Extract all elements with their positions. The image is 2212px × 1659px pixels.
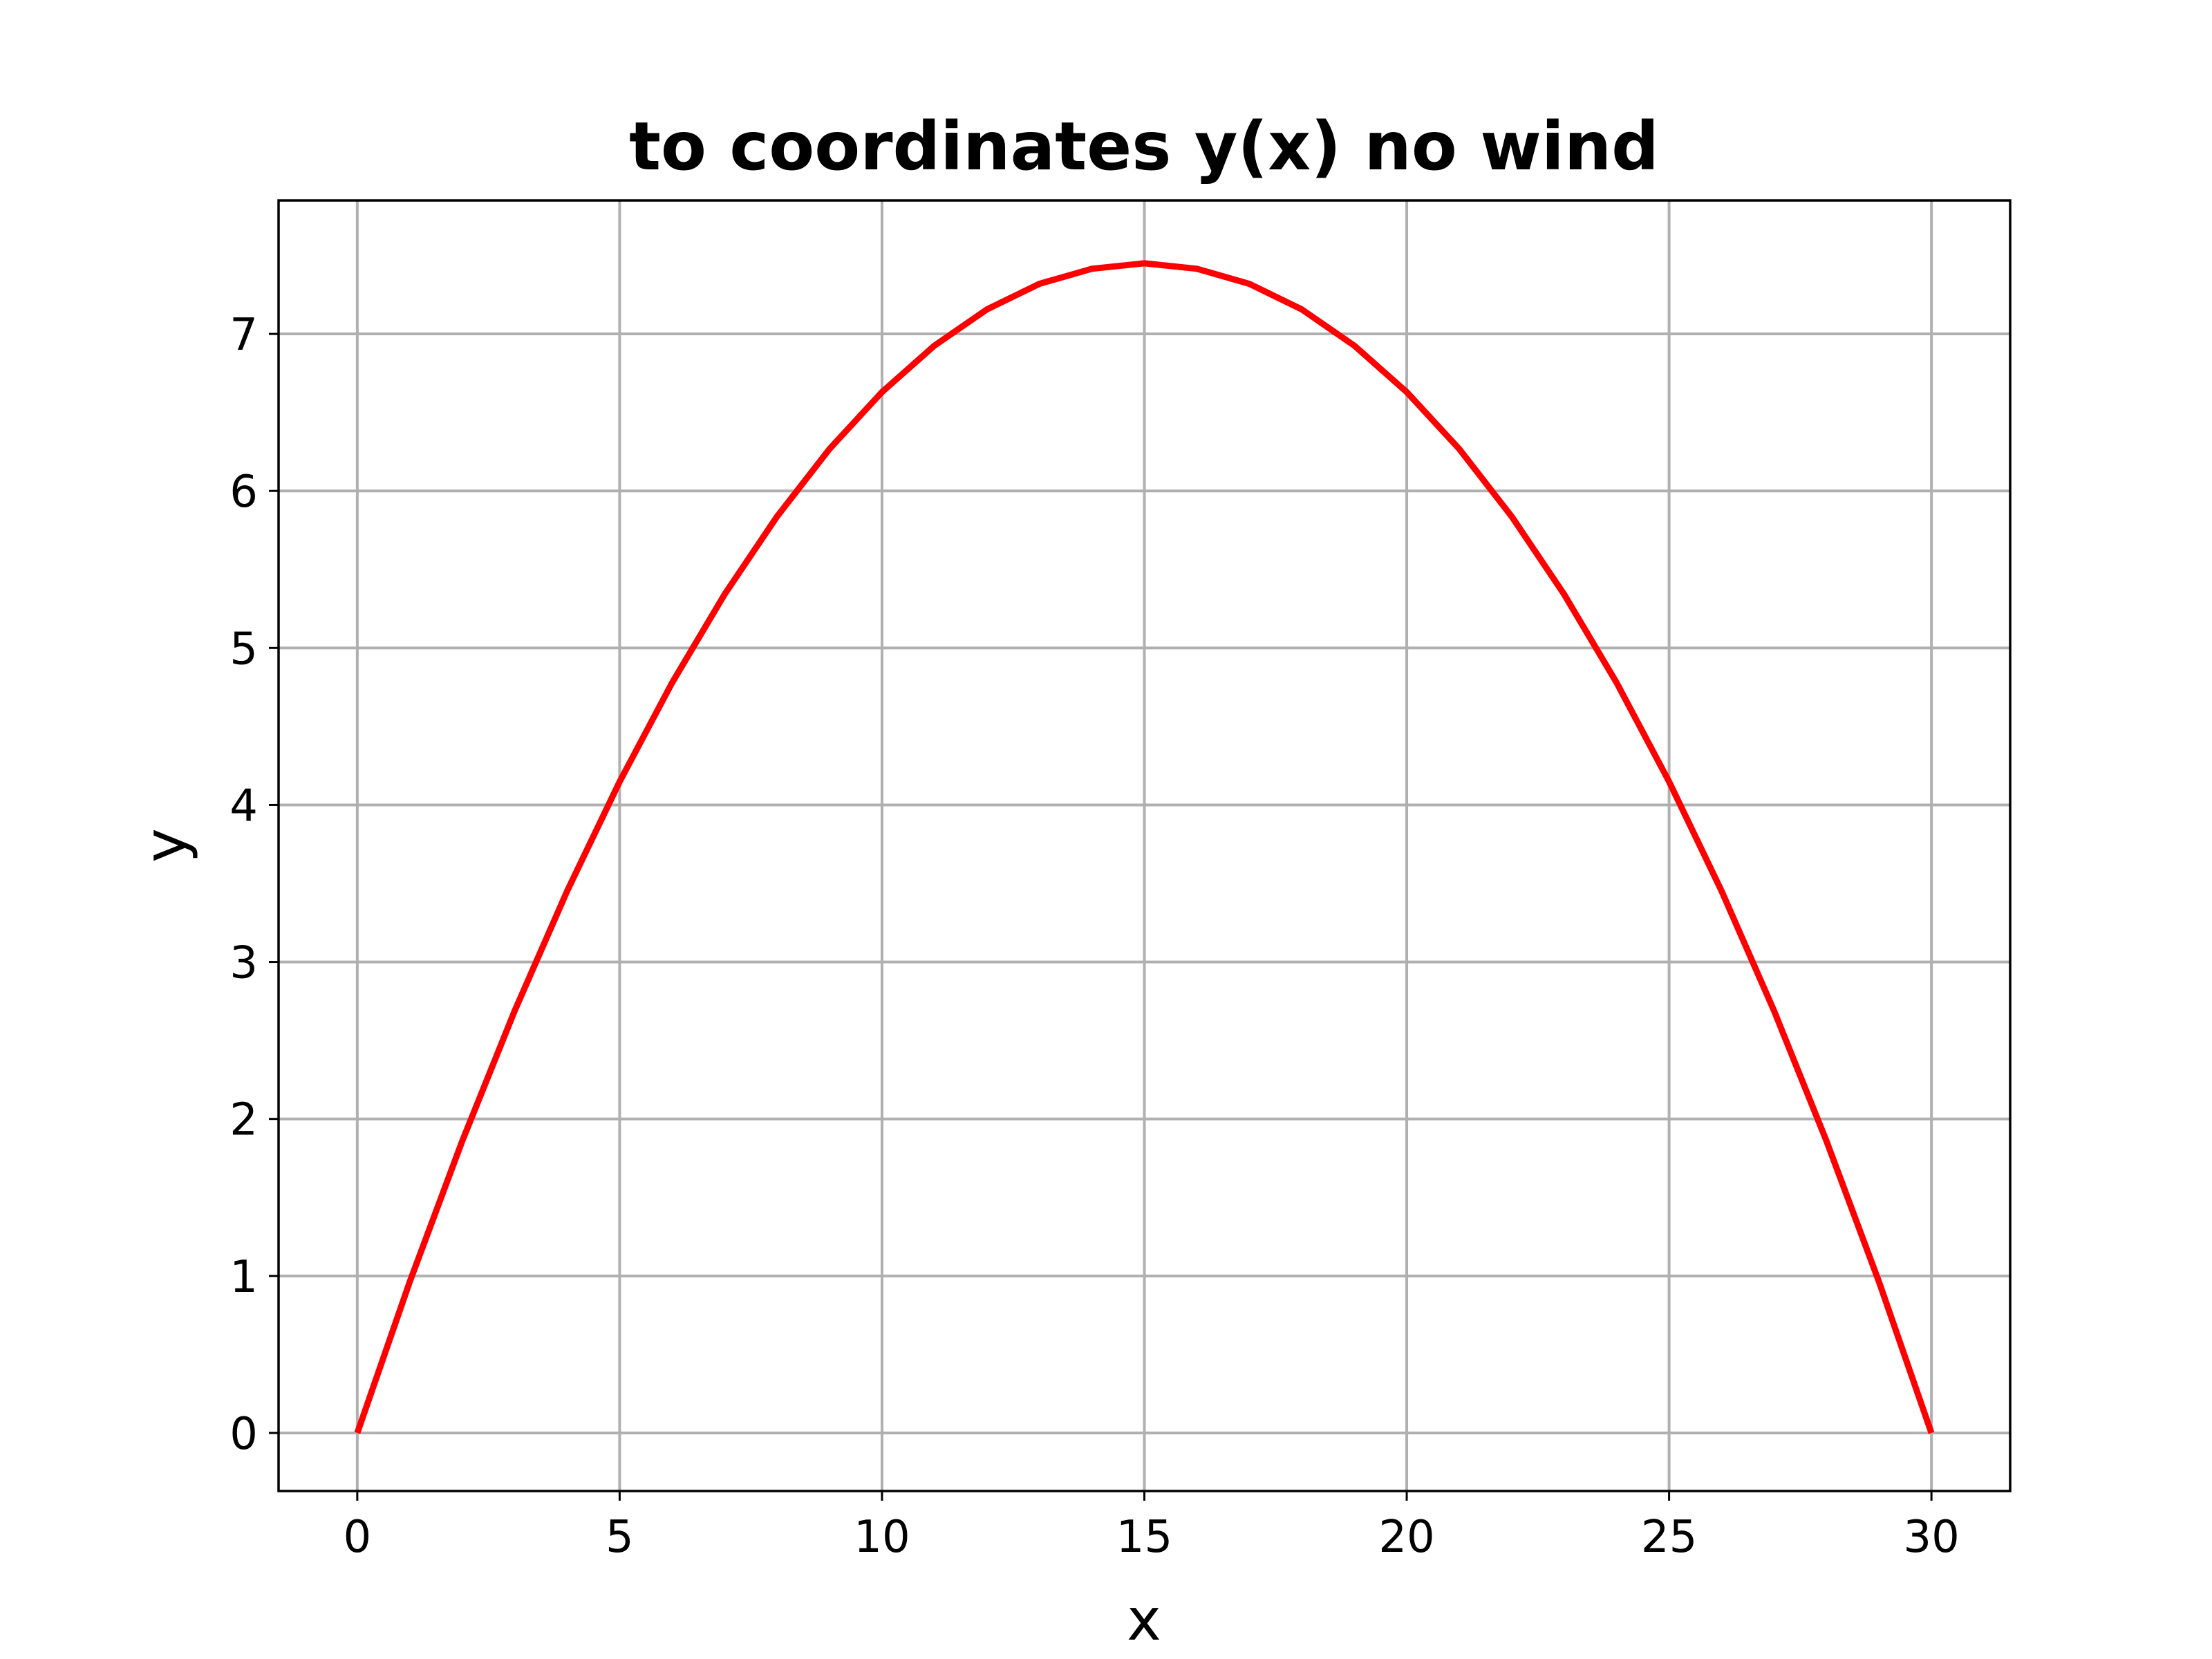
y-tick-label: 0	[229, 1409, 258, 1460]
axis-ticks: 0 5 10 15 20 25 30 0 1 2 3 4 5 6 7	[229, 310, 1960, 1563]
grid-lines	[279, 200, 2010, 1491]
x-tick-label: 5	[606, 1512, 634, 1563]
x-tick-label: 0	[344, 1512, 372, 1563]
x-tick-label: 10	[854, 1512, 910, 1563]
chart-title: to coordinates y(x) no wind	[629, 108, 1659, 185]
y-tick-label: 6	[229, 467, 258, 518]
y-tick-label: 1	[229, 1252, 258, 1303]
x-tick-label: 20	[1378, 1512, 1434, 1563]
y-tick-label: 3	[229, 938, 258, 989]
y-tick-label: 7	[229, 310, 258, 361]
y-tick-label: 2	[229, 1095, 258, 1146]
y-tick-label: 5	[229, 624, 258, 675]
x-axis-label: x	[1127, 1586, 1161, 1653]
series-lines	[354, 260, 1935, 1434]
series-line	[354, 260, 1935, 1434]
x-tick-label: 15	[1116, 1512, 1172, 1563]
x-tick-label: 25	[1641, 1512, 1697, 1563]
y-tick-label: 4	[229, 780, 258, 832]
x-tick-label: 30	[1903, 1512, 1959, 1563]
y-axis-label: y	[131, 828, 199, 863]
